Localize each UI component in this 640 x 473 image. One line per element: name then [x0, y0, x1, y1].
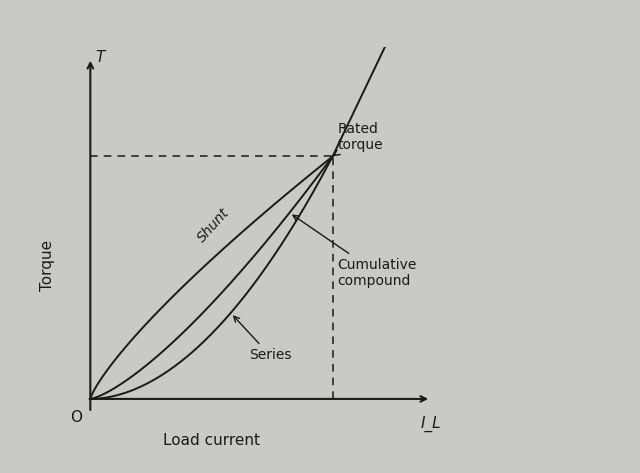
Text: I_L: I_L: [420, 416, 442, 432]
Text: Torque: Torque: [40, 240, 55, 291]
Text: Rated
torque: Rated torque: [334, 122, 383, 156]
Text: Shunt: Shunt: [195, 205, 232, 245]
Text: T: T: [95, 50, 105, 65]
Text: Load current: Load current: [163, 433, 260, 448]
Text: Series: Series: [234, 316, 291, 362]
Text: O: O: [70, 411, 82, 426]
Text: Cumulative
compound: Cumulative compound: [293, 215, 417, 288]
